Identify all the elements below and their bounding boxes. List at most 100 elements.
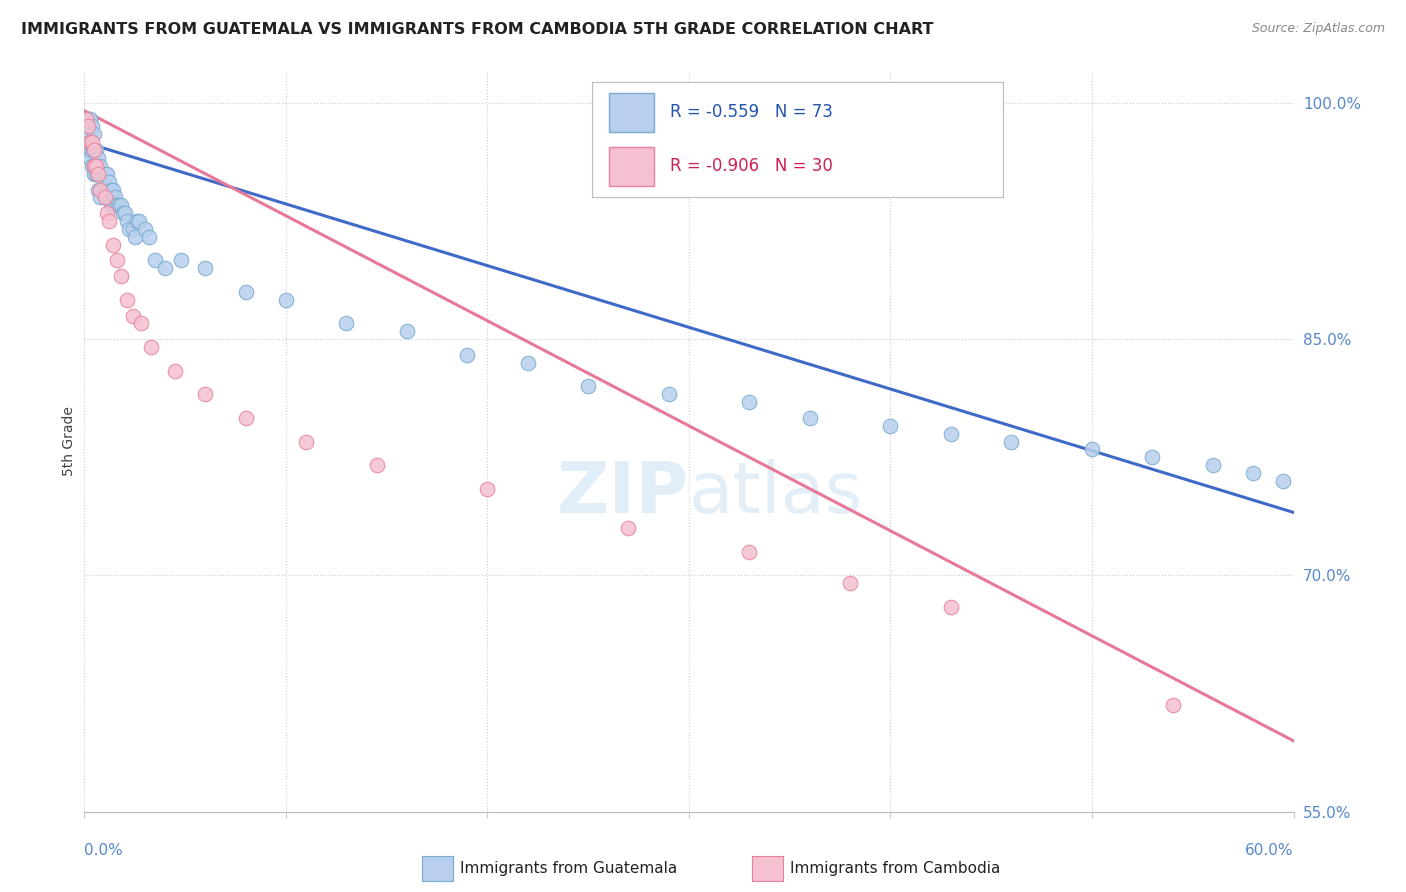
Point <box>93 190 115 204</box>
Point <box>115 214 138 228</box>
Point <box>839 576 862 591</box>
Point <box>335 317 357 331</box>
Point <box>97 175 120 189</box>
Text: 60.0%: 60.0% <box>1246 843 1294 858</box>
Point <box>104 190 127 204</box>
Point <box>105 198 128 212</box>
Point <box>1241 466 1264 480</box>
Point <box>114 206 136 220</box>
Point <box>83 159 105 173</box>
Point <box>77 112 100 126</box>
Point <box>89 190 111 204</box>
Point <box>89 159 111 173</box>
Point <box>128 214 150 228</box>
Point <box>153 261 176 276</box>
Point <box>395 324 418 338</box>
Point <box>87 167 110 181</box>
Point <box>83 128 105 142</box>
Point <box>97 190 120 204</box>
Point <box>86 159 108 173</box>
Point <box>107 198 129 212</box>
Point <box>93 190 115 204</box>
Point <box>101 198 124 212</box>
Point <box>1272 474 1295 488</box>
Point <box>77 120 100 134</box>
Point <box>738 545 761 559</box>
Point <box>125 214 148 228</box>
Point <box>274 293 297 307</box>
Point <box>93 167 115 181</box>
Point <box>139 340 162 354</box>
Point <box>1081 442 1104 457</box>
Point <box>87 151 110 165</box>
Point <box>97 214 120 228</box>
Point <box>91 182 114 196</box>
Point <box>124 229 146 244</box>
Point <box>77 143 100 157</box>
Point <box>83 167 105 181</box>
Point <box>477 482 499 496</box>
Point <box>100 182 122 196</box>
Point <box>143 253 166 268</box>
Point <box>75 112 97 126</box>
Point <box>129 317 152 331</box>
Point <box>1161 698 1184 712</box>
Point <box>87 182 110 196</box>
Point <box>111 206 134 220</box>
Point <box>1202 458 1225 472</box>
Point <box>456 348 478 362</box>
Point <box>879 418 901 433</box>
Point <box>82 159 104 173</box>
Text: ZIP: ZIP <box>557 458 689 528</box>
Point <box>658 387 681 401</box>
Point <box>165 364 187 378</box>
Point <box>295 434 318 449</box>
Point <box>77 128 100 142</box>
Point <box>110 198 132 212</box>
Point <box>115 293 138 307</box>
Point <box>121 309 143 323</box>
Point <box>1142 450 1164 465</box>
Point <box>939 599 962 614</box>
Point <box>79 128 101 142</box>
Text: atlas: atlas <box>689 458 863 528</box>
Point <box>96 206 118 220</box>
Text: Immigrants from Cambodia: Immigrants from Cambodia <box>790 862 1001 876</box>
Text: 0.0%: 0.0% <box>84 843 124 858</box>
Point <box>105 253 128 268</box>
Point <box>939 426 962 441</box>
Point <box>799 411 821 425</box>
Point <box>87 167 110 181</box>
Point <box>366 458 388 472</box>
Text: IMMIGRANTS FROM GUATEMALA VS IMMIGRANTS FROM CAMBODIA 5TH GRADE CORRELATION CHAR: IMMIGRANTS FROM GUATEMALA VS IMMIGRANTS … <box>21 22 934 37</box>
Point <box>79 143 101 157</box>
Point <box>1000 434 1022 449</box>
Point <box>138 229 160 244</box>
Point <box>738 395 761 409</box>
Point <box>79 112 101 126</box>
Point <box>121 222 143 236</box>
Point <box>235 411 257 425</box>
Point <box>83 143 105 157</box>
Point <box>86 159 108 173</box>
Point <box>235 285 257 299</box>
Point <box>82 120 104 134</box>
Point <box>170 253 193 268</box>
Point <box>91 167 114 181</box>
Point <box>75 112 97 126</box>
Point <box>89 182 111 196</box>
Point <box>83 159 105 173</box>
Point <box>101 182 124 196</box>
Point <box>101 237 124 252</box>
Point <box>79 151 101 165</box>
Point <box>100 198 122 212</box>
Point <box>134 222 156 236</box>
Point <box>83 143 105 157</box>
Point <box>79 135 101 149</box>
Point <box>96 167 118 181</box>
Point <box>86 143 108 157</box>
Point <box>89 167 111 181</box>
Point <box>194 261 217 276</box>
Text: Immigrants from Guatemala: Immigrants from Guatemala <box>460 862 678 876</box>
Point <box>118 222 141 236</box>
